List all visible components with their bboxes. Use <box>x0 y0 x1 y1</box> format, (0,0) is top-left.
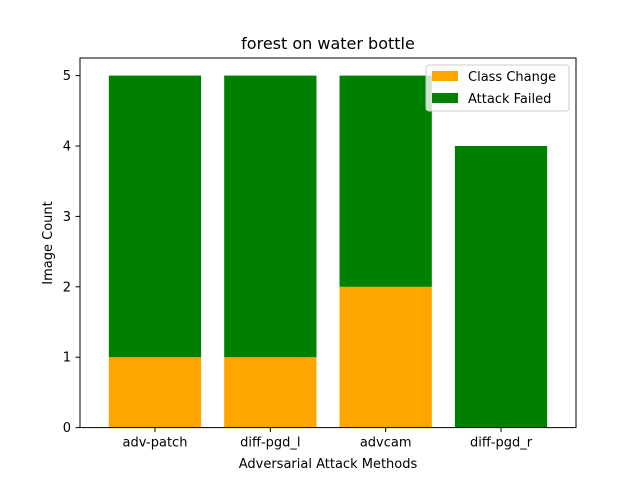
bar-attack-failed-adv-patch <box>108 75 202 358</box>
legend: Class Change Attack Failed <box>425 64 570 112</box>
y-axis-label: Image Count <box>41 201 56 284</box>
bar-class-change-diff-pgd-l <box>224 357 317 428</box>
y-tick-label-3: 3 <box>63 210 71 225</box>
legend-box <box>425 64 570 112</box>
x-tick-label-diff-pgd-r: diff-pgd_r <box>470 436 533 451</box>
legend-swatch-attack-failed <box>432 93 458 103</box>
legend-label-attack-failed: Attack Failed <box>468 92 551 107</box>
y-tick-label-1: 1 <box>63 351 71 366</box>
y-tick-label-2: 2 <box>63 280 71 295</box>
legend-label-class-change: Class Change <box>468 70 556 85</box>
x-tick-label-advcam: advcam <box>360 436 412 451</box>
y-axis: 0 1 2 3 4 5 <box>63 69 80 436</box>
x-axis-label: Adversarial Attack Methods <box>239 457 418 472</box>
bars-layer <box>108 75 548 428</box>
chart-title: forest on water bottle <box>241 34 415 53</box>
y-tick-label-4: 4 <box>63 140 71 155</box>
legend-swatch-class-change <box>432 71 458 81</box>
x-axis: adv-patch diff-pgd_l advcam diff-pgd_r <box>122 427 533 451</box>
bar-class-change-adv-patch <box>108 357 202 428</box>
x-tick-label-adv-patch: adv-patch <box>122 436 187 451</box>
bar-attack-failed-diff-pgd-l <box>224 75 317 358</box>
bar-attack-failed-advcam <box>339 75 432 287</box>
bar-class-change-advcam <box>339 286 432 428</box>
x-tick-label-diff-pgd-l: diff-pgd_l <box>240 436 300 451</box>
bar-attack-failed-diff-pgd-r <box>454 146 548 428</box>
plot-frame <box>79 57 577 429</box>
y-tick-label-0: 0 <box>63 421 71 436</box>
y-tick-label-5: 5 <box>63 69 71 84</box>
